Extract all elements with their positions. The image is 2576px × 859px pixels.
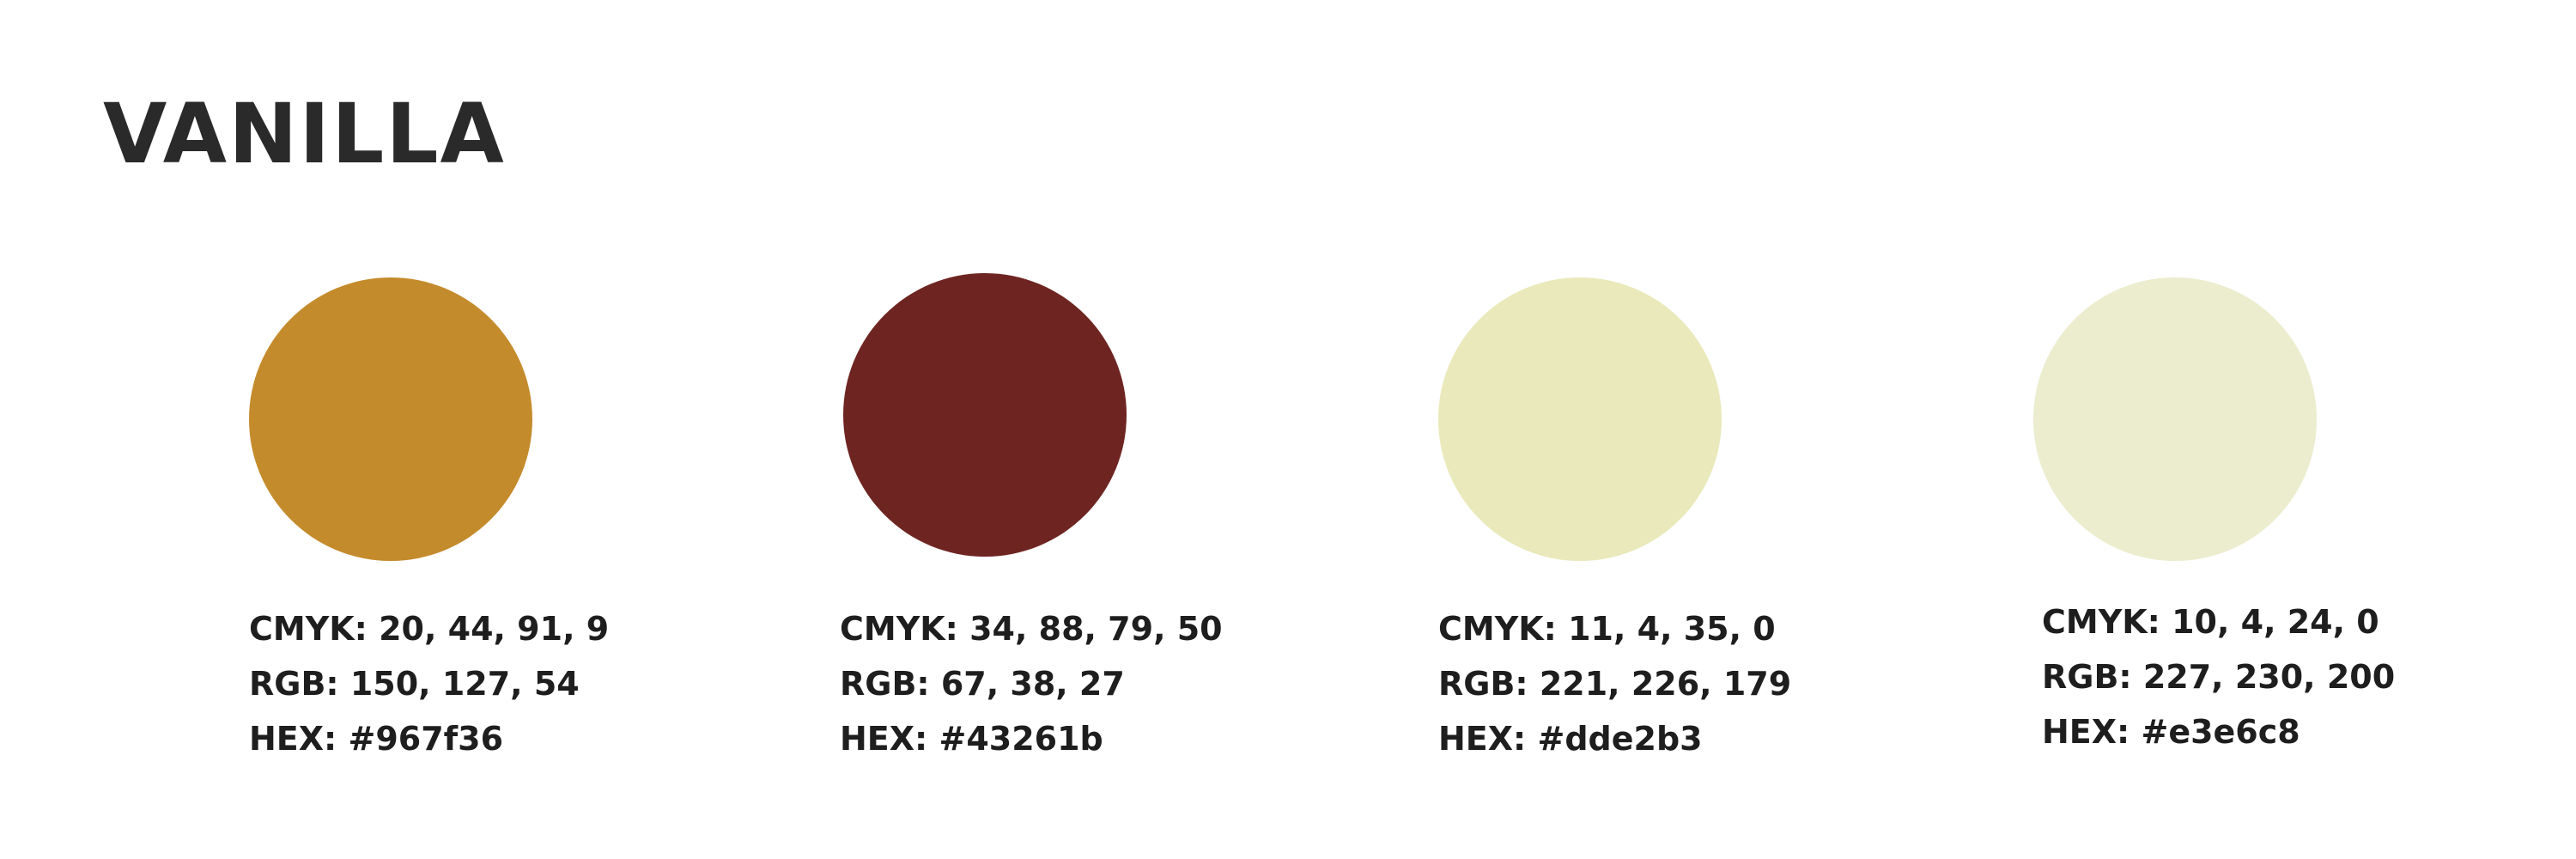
cmyk-value: CMYK: 20, 44, 91, 9 [249,610,610,648]
rgb-value: RGB: 150, 127, 54 [249,665,580,703]
rgb-value: RGB: 67, 38, 27 [840,665,1125,703]
hex-value: HEX: #dde2b3 [1438,720,1703,758]
color-specs: CMYK: 34, 88, 79, 50 RGB: 67, 38, 27 HEX… [840,601,1223,766]
rgb-value: RGB: 227, 230, 200 [2042,658,2396,696]
color-circle [249,277,532,561]
cmyk-value: CMYK: 34, 88, 79, 50 [840,610,1223,648]
color-specs: CMYK: 10, 4, 24, 0 RGB: 227, 230, 200 HE… [2042,594,2395,759]
color-specs: CMYK: 11, 4, 35, 0 RGB: 221, 226, 179 HE… [1438,601,1791,766]
color-circle [1438,277,1722,561]
color-circle [843,273,1127,557]
page-title: VANILLA [103,86,506,182]
rgb-value: RGB: 221, 226, 179 [1438,665,1792,703]
cmyk-value: CMYK: 11, 4, 35, 0 [1438,610,1776,648]
hex-value: HEX: #e3e6c8 [2042,713,2300,751]
hex-value: HEX: #43261b [840,720,1103,758]
color-circle [2033,277,2317,561]
cmyk-value: CMYK: 10, 4, 24, 0 [2042,603,2379,641]
hex-value: HEX: #967f36 [249,720,504,758]
color-specs: CMYK: 20, 44, 91, 9 RGB: 150, 127, 54 HE… [249,601,609,766]
